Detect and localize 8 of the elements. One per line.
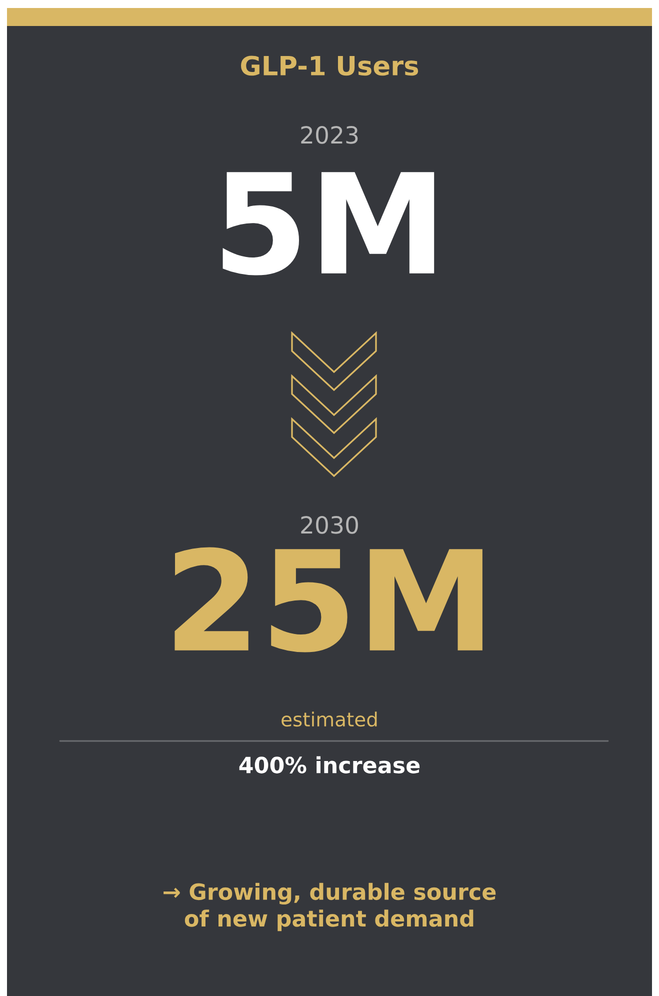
text: 400% increase (239, 756, 420, 774)
data-label: 5M (222, 172, 434, 276)
text: estimated (282, 712, 377, 727)
text: GLP-1 Users (241, 56, 418, 76)
text: → Growing, durable source of new patient demand (164, 882, 496, 932)
category-label: 2023 (301, 126, 358, 144)
category-label: 2030 (301, 516, 358, 534)
data-label: 25M (174, 547, 482, 652)
